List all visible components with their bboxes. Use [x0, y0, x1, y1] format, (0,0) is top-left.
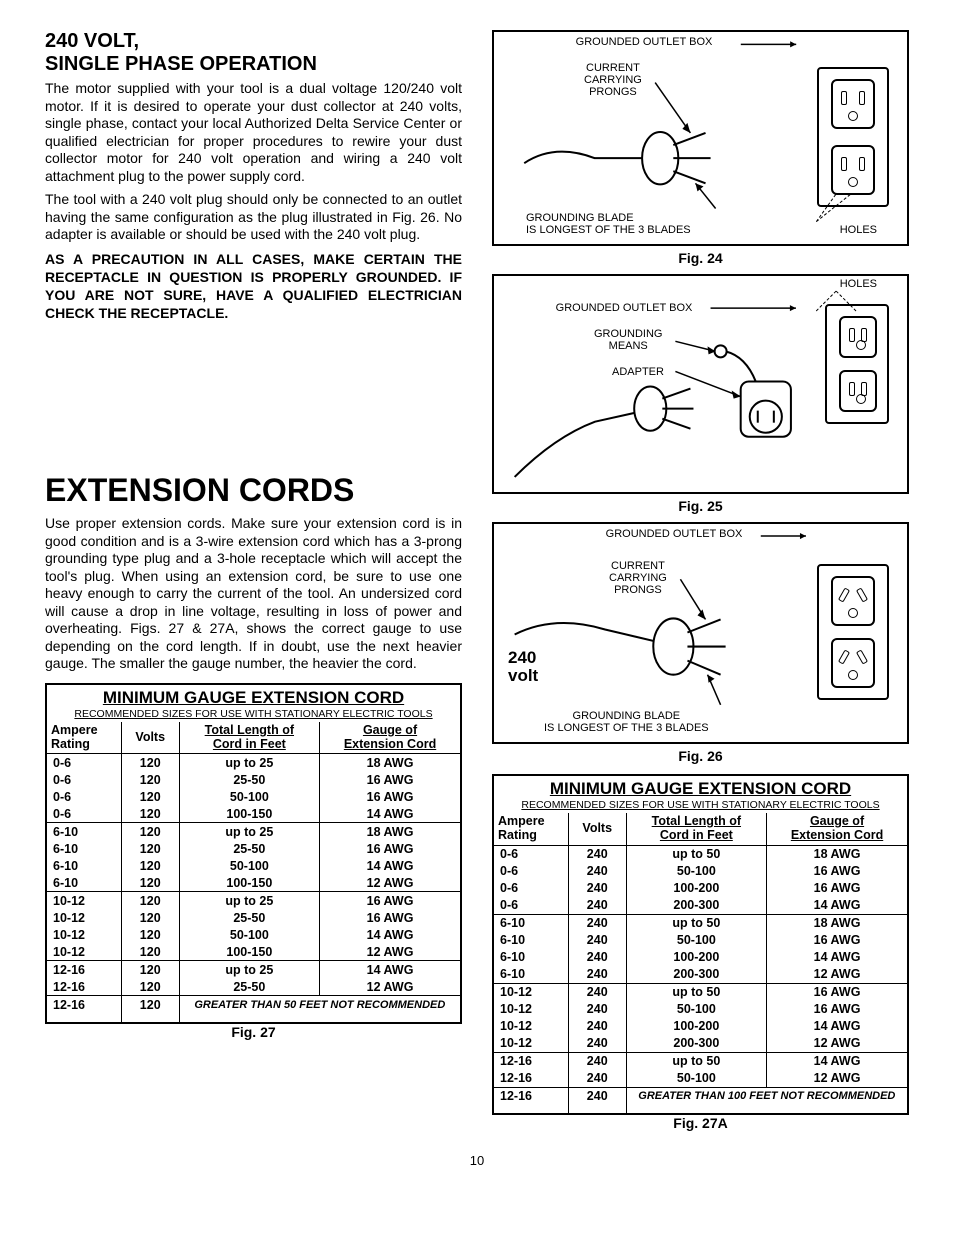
table-subtitle: RECOMMENDED SIZES FOR USE WITH STATIONAR…	[47, 708, 460, 722]
fig26-caption: Fig. 26	[492, 748, 909, 764]
title-line: 240 VOLT,	[45, 30, 139, 52]
figure-25: HOLES GROUNDED OUTLET BOX GROUNDING MEAN…	[492, 274, 909, 494]
fig25-caption: Fig. 25	[492, 498, 909, 514]
para-extension: Use proper extension cords. Make sure yo…	[45, 515, 462, 673]
gauge-table-120: MINIMUM GAUGE EXTENSION CORD RECOMMENDED…	[45, 683, 462, 1024]
label-outlet-box: GROUNDED OUTLET BOX	[544, 36, 744, 48]
label-grounding-means: GROUNDING MEANS	[594, 328, 662, 352]
gauge-table-240: MINIMUM GAUGE EXTENSION CORD RECOMMENDED…	[492, 774, 909, 1115]
fig27a-caption: Fig. 27A	[492, 1115, 909, 1131]
label-adapter: ADAPTER	[612, 366, 664, 378]
para-1: The motor supplied with your tool is a d…	[45, 80, 462, 185]
para-2: The tool with a 240 volt plug should onl…	[45, 191, 462, 244]
para-3-bold: AS A PRECAUTION IN ALL CASES, MAKE CERTA…	[45, 250, 462, 323]
label-blade: GROUNDING BLADE IS LONGEST OF THE 3 BLAD…	[526, 212, 691, 236]
section-240v-title: 240 VOLT, SINGLE PHASE OPERATION	[45, 30, 462, 76]
table-title: MINIMUM GAUGE EXTENSION CORD	[47, 685, 460, 708]
outlet-drawing	[825, 304, 889, 424]
table-subtitle: RECOMMENDED SIZES FOR USE WITH STATIONAR…	[494, 799, 907, 813]
table-120: AmpereRating Volts Total Length ofCord i…	[47, 722, 460, 1022]
figure-24: GROUNDED OUTLET BOX CURRENT CARRYING PRO…	[492, 30, 909, 246]
label-outlet-box: GROUNDED OUTLET BOX	[534, 302, 714, 314]
label-prongs: CURRENT CARRYING PRONGS	[584, 62, 642, 98]
extension-cords-title: EXTENSION CORDS	[45, 472, 462, 509]
table-title: MINIMUM GAUGE EXTENSION CORD	[494, 776, 907, 799]
title-line: SINGLE PHASE OPERATION	[45, 53, 317, 75]
page-number: 10	[45, 1153, 909, 1168]
outlet-drawing-240	[817, 564, 889, 700]
fig24-caption: Fig. 24	[492, 250, 909, 266]
figure-26: GROUNDED OUTLET BOX CURRENT CARRYING PRO…	[492, 522, 909, 744]
label-240volt: 240 volt	[508, 649, 538, 685]
label-holes: HOLES	[840, 224, 877, 236]
table-240: AmpereRating Volts Total Length ofCord i…	[494, 813, 907, 1113]
fig27-caption: Fig. 27	[45, 1024, 462, 1040]
label-holes: HOLES	[840, 278, 877, 290]
label-outlet-box: GROUNDED OUTLET BOX	[574, 528, 774, 540]
label-prongs: CURRENT CARRYING PRONGS	[609, 560, 667, 596]
label-blade: GROUNDING BLADE IS LONGEST OF THE 3 BLAD…	[544, 710, 709, 734]
outlet-drawing	[817, 67, 889, 207]
